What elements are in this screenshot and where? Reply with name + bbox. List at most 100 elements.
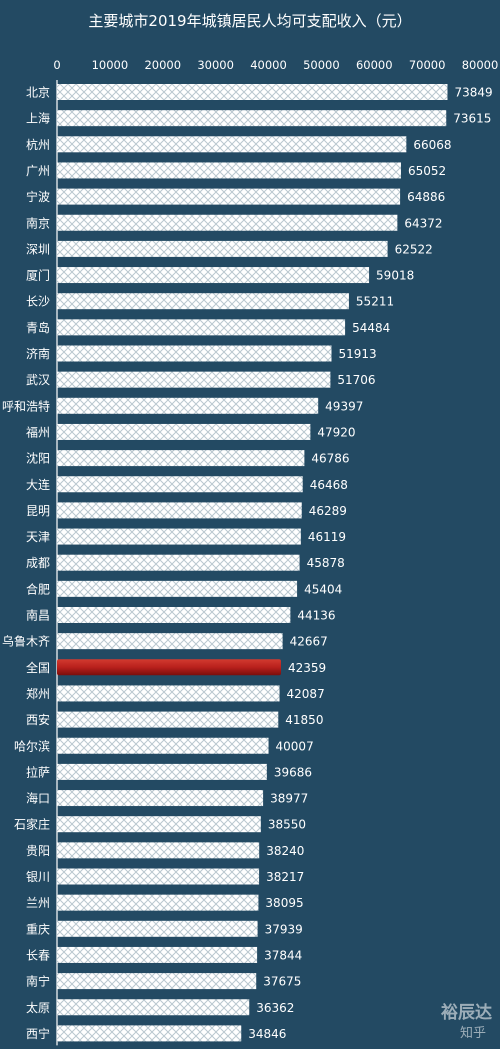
bar xyxy=(57,502,302,519)
bar xyxy=(57,84,448,100)
bar xyxy=(57,973,257,990)
chart-title: 主要城市2019年城镇居民人均可支配收入（元） xyxy=(88,12,412,30)
bar xyxy=(57,920,258,937)
category-label: 重庆 xyxy=(26,922,50,936)
x-axis: 0 10000 20000 30000 40000 50000 60000 70000 8000… xyxy=(53,58,498,72)
x-tick-label: 70000 xyxy=(409,58,446,72)
bar xyxy=(57,450,305,467)
category-label: 宁波 xyxy=(26,189,50,204)
bar xyxy=(57,397,319,414)
category-label: 西安 xyxy=(26,712,50,727)
bar xyxy=(57,319,346,336)
category-label: 长春 xyxy=(26,948,50,962)
category-label: 深圳 xyxy=(26,242,50,256)
category-label: 福州 xyxy=(26,424,50,439)
bar xyxy=(57,476,303,493)
bar xyxy=(57,711,279,728)
category-label: 银川 xyxy=(26,870,50,884)
bar xyxy=(57,240,388,257)
category-label: 长沙 xyxy=(26,295,50,309)
value-label: 40007 xyxy=(276,739,314,753)
bar xyxy=(57,842,260,859)
bar xyxy=(57,816,261,833)
bar xyxy=(57,214,398,231)
value-label: 47920 xyxy=(317,425,355,439)
category-label: 济南 xyxy=(26,346,50,361)
value-label: 41850 xyxy=(285,713,323,727)
value-label: 73849 xyxy=(454,86,492,100)
value-label: 46119 xyxy=(308,530,346,544)
category-label: 全国 xyxy=(26,660,50,675)
bar xyxy=(57,607,291,623)
bar xyxy=(57,685,280,702)
category-label: 武汉 xyxy=(26,373,50,387)
category-label: 成都 xyxy=(26,556,50,570)
bar xyxy=(57,580,298,597)
bar xyxy=(57,162,401,179)
x-tick-label: 30000 xyxy=(197,58,234,72)
value-label: 38550 xyxy=(268,818,306,832)
value-label: 64372 xyxy=(404,216,442,230)
value-label: 38095 xyxy=(265,896,303,910)
category-label: 贵阳 xyxy=(26,844,50,858)
bar xyxy=(57,737,269,754)
category-label: 南京 xyxy=(26,215,50,230)
category-label: 石家庄 xyxy=(14,817,50,832)
bar xyxy=(57,946,258,963)
value-label: 37844 xyxy=(264,948,302,962)
x-tick-label: 80000 xyxy=(462,58,499,72)
bar xyxy=(57,528,301,545)
category-label: 乌鲁木齐 xyxy=(2,634,50,649)
watermark-zhihu: 知乎 xyxy=(459,1026,486,1041)
bar xyxy=(57,763,267,780)
bar xyxy=(57,868,260,885)
value-label: 66068 xyxy=(413,138,451,152)
value-label: 37675 xyxy=(263,975,301,989)
category-label: 太原 xyxy=(26,1000,50,1015)
category-label: 昆明 xyxy=(26,504,50,518)
category-label: 西宁 xyxy=(26,1026,50,1041)
highlight-bar xyxy=(57,659,281,676)
bar xyxy=(57,633,283,650)
bar xyxy=(57,790,264,807)
value-label: 34846 xyxy=(248,1027,286,1041)
x-tick-label: 0 xyxy=(53,58,60,72)
x-tick-label: 50000 xyxy=(303,58,340,72)
bar xyxy=(57,110,447,127)
category-label: 南昌 xyxy=(26,608,50,623)
category-label: 沈阳 xyxy=(26,451,50,466)
value-label: 38977 xyxy=(270,792,308,806)
watermark-brand: 裕辰达 xyxy=(441,1003,492,1023)
category-label: 青岛 xyxy=(26,320,50,335)
bar xyxy=(57,267,370,284)
bar xyxy=(57,293,349,310)
bars-series: 北京 73849 上海 73615 杭州 66068 广州 65052 宁波 64886 南京 643… xyxy=(2,84,493,1042)
x-tick-label: 60000 xyxy=(356,58,393,72)
value-label: 44136 xyxy=(297,609,335,623)
value-label: 36362 xyxy=(256,1001,294,1015)
value-label: 46786 xyxy=(311,452,349,466)
x-tick-label: 10000 xyxy=(92,58,129,72)
category-label: 杭州 xyxy=(26,137,50,152)
value-label: 46468 xyxy=(310,478,348,492)
category-label: 拉萨 xyxy=(26,764,50,779)
value-label: 46289 xyxy=(309,504,347,518)
value-label: 59018 xyxy=(376,269,414,283)
value-label: 37939 xyxy=(265,922,303,936)
value-label: 65052 xyxy=(408,164,446,178)
bar xyxy=(57,188,401,205)
bar xyxy=(57,554,300,571)
category-label: 哈尔滨 xyxy=(14,738,50,753)
value-label: 42087 xyxy=(287,687,325,701)
value-label: 38240 xyxy=(266,844,304,858)
category-label: 大连 xyxy=(26,477,50,492)
value-label: 62522 xyxy=(395,242,433,256)
value-label: 55211 xyxy=(356,295,394,309)
bar xyxy=(57,345,332,362)
value-label: 38217 xyxy=(266,870,304,884)
value-label: 42667 xyxy=(290,635,328,649)
bar xyxy=(57,1025,242,1042)
value-label: 45878 xyxy=(307,556,345,570)
